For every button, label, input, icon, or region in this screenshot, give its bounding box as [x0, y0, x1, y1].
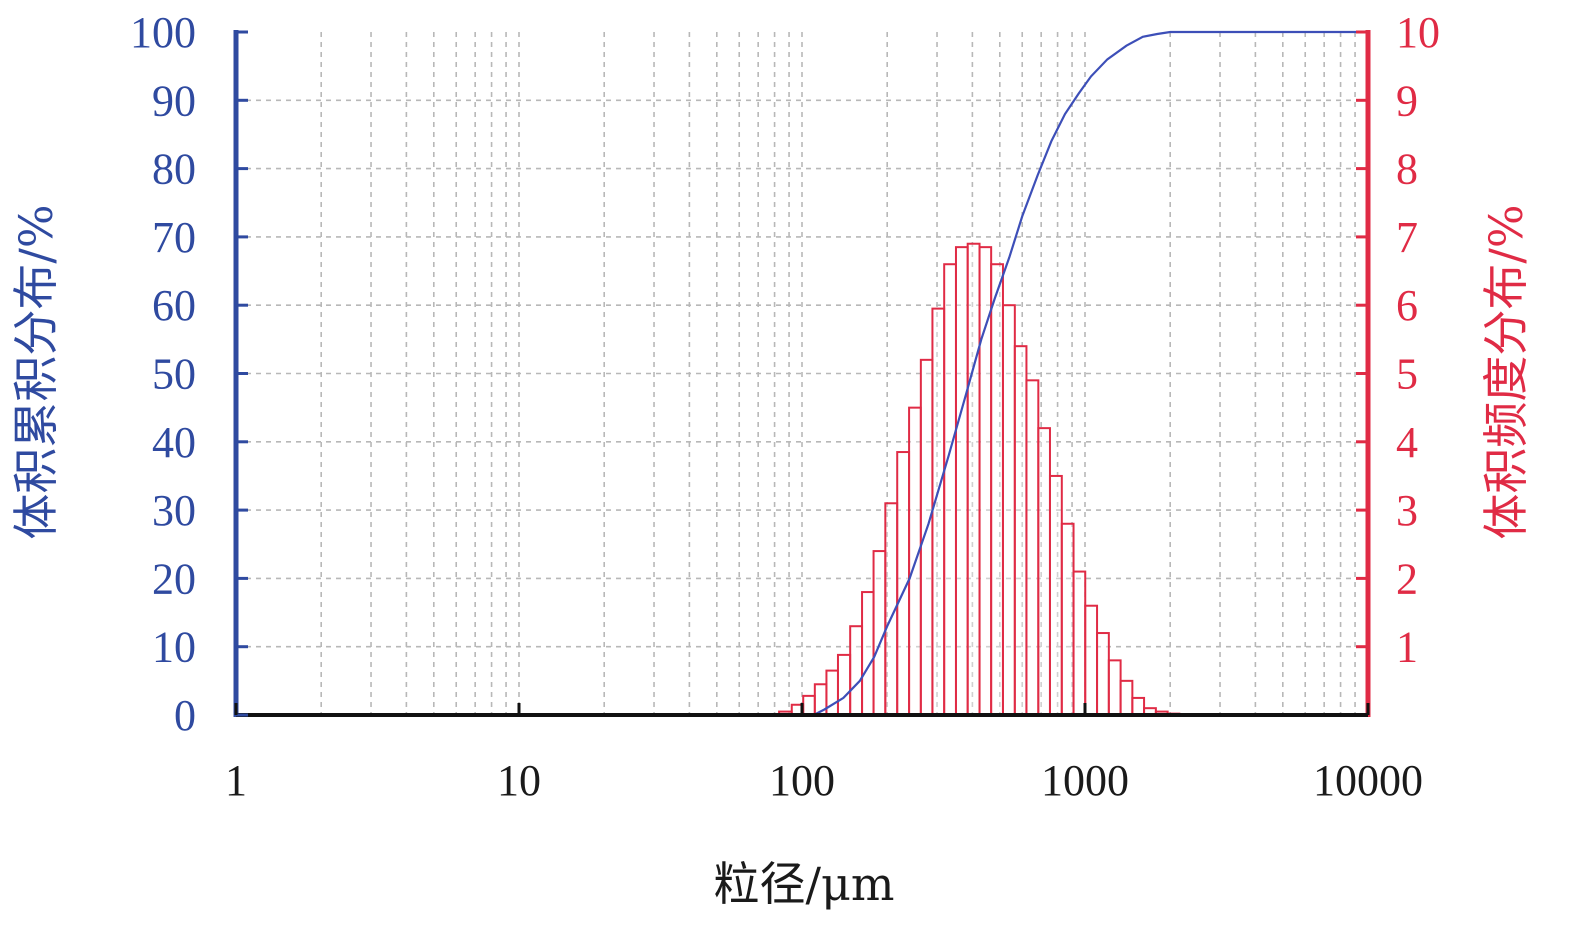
frequency-bar [943, 263, 957, 716]
y-left-tick-label: 30 [152, 486, 196, 535]
frequency-bar [1025, 379, 1040, 716]
grid [236, 32, 1368, 715]
x-tick-label: 1 [225, 756, 247, 805]
y-left-tick-label: 100 [130, 8, 196, 57]
x-tick-label: 1000 [1041, 756, 1129, 805]
frequency-bar [1096, 632, 1110, 716]
y-right-tick-label: 7 [1396, 213, 1418, 262]
y-left-tick-label: 90 [152, 76, 196, 125]
frequency-bar [919, 358, 934, 716]
frequency-bar [1072, 570, 1087, 716]
frequency-bar [931, 307, 946, 716]
frequency-bar [1048, 474, 1063, 717]
frequency-bar [836, 653, 852, 716]
y-left-tick-label: 0 [174, 691, 196, 740]
y-right-tick-label: 5 [1396, 350, 1418, 399]
y-right-tick-label: 1 [1396, 623, 1418, 672]
axes [233, 30, 1371, 717]
x-tick-label: 100 [769, 756, 835, 805]
frequency-bar [990, 263, 1004, 716]
y-left-tick-label: 10 [152, 623, 196, 672]
frequency-bar [1084, 604, 1099, 716]
y-right-tick-label: 6 [1396, 281, 1418, 330]
frequency-bar [954, 246, 969, 717]
y-right-tick-label: 9 [1396, 76, 1418, 125]
y-right-tick-label: 10 [1396, 8, 1440, 57]
y-right-tick-label: 4 [1396, 418, 1418, 467]
x-tick-label: 10000 [1313, 756, 1423, 805]
frequency-bar [802, 694, 816, 716]
frequency-bar [1013, 345, 1028, 716]
frequency-bars [778, 242, 1193, 717]
frequency-bar [1107, 659, 1122, 716]
frequency-bar [966, 242, 981, 716]
frequency-bar [1037, 427, 1051, 716]
frequency-bar [861, 591, 875, 716]
frequency-bar [1131, 696, 1146, 716]
y-left-tick-label: 20 [152, 554, 196, 603]
x-tick-label: 10 [497, 756, 541, 805]
frequency-bar [1119, 679, 1134, 716]
y-right-tick-label: 2 [1396, 554, 1418, 603]
cumulative-curve [813, 30, 1368, 716]
x-axis-label: 粒径/μm [713, 857, 894, 911]
y-left-tick-label: 40 [152, 418, 196, 467]
y-axis-right-label: 体积频度分布/% [1479, 204, 1533, 539]
y-left-tick-label: 50 [152, 350, 196, 399]
y-right-tick-label: 8 [1396, 145, 1418, 194]
frequency-bar [849, 625, 864, 717]
frequency-bar [1060, 522, 1075, 717]
y-right-tick-label: 3 [1396, 486, 1418, 535]
y-left-tick-label: 70 [152, 213, 196, 262]
frequency-bar [1001, 304, 1016, 716]
y-left-tick-label: 80 [152, 145, 196, 194]
tick-labels: 0 10 20 30 40 50 60 70 80 90 100 1 2 3 4 5 6 7 8 9 10 1 10 100 1… [130, 8, 1440, 805]
y-axis-left-label: 体积累积分布/% [9, 204, 63, 539]
y-left-tick-label: 60 [152, 281, 196, 330]
